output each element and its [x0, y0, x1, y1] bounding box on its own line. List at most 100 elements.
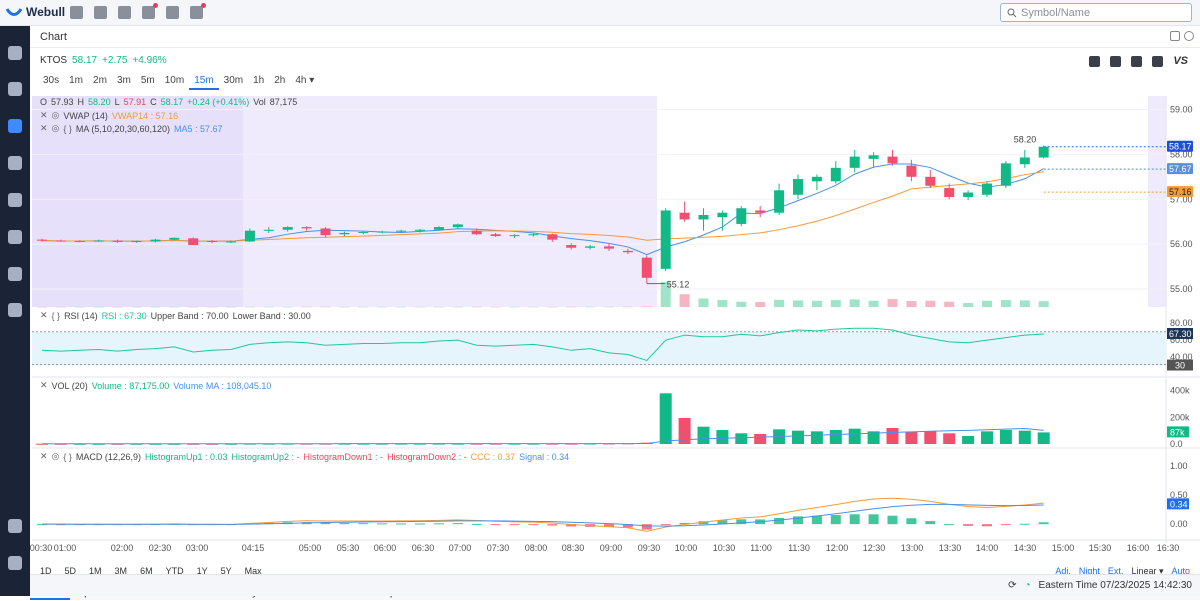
compare-vs-button[interactable]: VS	[1173, 55, 1188, 67]
tab-timeframe-7[interactable]: 30m	[223, 75, 244, 86]
volume-bar	[1018, 430, 1031, 444]
chart-panel: Chart KTOS 58.17 +2.75 +4.96% VS 30s 1m 2m…	[30, 26, 1200, 600]
auto-toggle[interactable]: Auto	[1171, 566, 1190, 576]
eye-icon[interactable]: ◎	[51, 110, 60, 120]
candle	[74, 241, 85, 243]
close-icon[interactable]: ✕	[40, 380, 48, 390]
tab-timeframe-9[interactable]: 2h	[274, 75, 286, 86]
night-toggle[interactable]: Night	[1078, 566, 1100, 576]
calendar-icon[interactable]	[8, 303, 22, 317]
candle-type-icon[interactable]	[1152, 55, 1164, 67]
document-icon[interactable]	[8, 82, 22, 96]
volume-ma-line	[42, 427, 1044, 445]
tab-timeframe-8[interactable]: 1h	[253, 75, 265, 86]
trade-icon[interactable]	[8, 230, 22, 244]
volume-bar	[697, 426, 710, 444]
rsi-lower: Lower Band : 30.00	[232, 310, 311, 321]
candle	[1000, 163, 1011, 186]
range-button-7[interactable]: 5Y	[220, 566, 232, 576]
tab-timeframe-1[interactable]: 1m	[69, 75, 84, 86]
candle	[698, 214, 709, 220]
vol-tag-bg	[1167, 426, 1189, 438]
screener-icon[interactable]	[8, 193, 22, 207]
tab-timeframe-2[interactable]: 2m	[93, 75, 107, 86]
alert-icon[interactable]	[1131, 55, 1143, 67]
macd-down1: HistogramDown1 : -	[303, 451, 384, 462]
close-icon[interactable]: ✕	[40, 451, 48, 461]
time-tick: 15:00	[1051, 543, 1075, 553]
volume-overlay-bar	[358, 306, 369, 308]
time-tick: 02:00	[110, 543, 134, 553]
macd-ccc-line	[41, 497, 1044, 532]
settings-icon[interactable]	[8, 556, 22, 570]
volume-overlay-bar	[339, 306, 350, 308]
chat-icon[interactable]	[8, 519, 22, 533]
settings-icon[interactable]: { }	[63, 123, 72, 134]
refresh-icon[interactable]: ⟳	[1008, 580, 1017, 591]
close-icon[interactable]: ✕	[40, 310, 48, 320]
watchlist-icon[interactable]	[8, 46, 22, 60]
webull-logo[interactable]: Webull	[6, 5, 65, 19]
range-button-5[interactable]: YTD	[165, 566, 184, 576]
ext-toggle[interactable]: Ext.	[1107, 566, 1124, 576]
eye-icon[interactable]: ◎	[51, 451, 60, 461]
tab-timeframe-0[interactable]: 30s	[43, 75, 60, 86]
eye-icon[interactable]: ◎	[51, 123, 60, 133]
range-button-4[interactable]: 6M	[140, 566, 153, 576]
draw-icon[interactable]	[1089, 55, 1101, 67]
tab-timeframe-10[interactable]: 4h ▾	[295, 75, 315, 86]
range-button-8[interactable]: Max	[244, 566, 262, 576]
range-button-0[interactable]: 1D	[40, 566, 52, 576]
chart-area[interactable]: 59.00 58.00 57.00 56.00 55.00 58.17 57.67 57.16…	[30, 26, 1200, 543]
indicator-icon[interactable]	[1110, 55, 1122, 67]
quote-line: KTOS 58.17 +2.75 +4.96%	[40, 55, 167, 66]
time-tick: 10:00	[674, 543, 698, 553]
globe-icon[interactable]	[8, 156, 22, 170]
tab-timeframe-5[interactable]: 10m	[164, 75, 185, 86]
candle	[982, 183, 992, 195]
mail-icon[interactable]	[70, 6, 83, 19]
candle	[849, 156, 860, 168]
volume-overlay-bar	[963, 303, 974, 307]
tab-timeframe-6[interactable]: 15m	[189, 74, 219, 90]
close-icon[interactable]: ✕	[40, 110, 48, 120]
volume-overlay-bar	[188, 306, 199, 308]
vol-name: VOL (20)	[51, 380, 88, 391]
monitor-icon[interactable]	[118, 6, 131, 19]
volume-overlay-bar	[887, 299, 898, 307]
last-price: 58.17	[72, 55, 98, 66]
candle	[830, 167, 841, 182]
video-icon[interactable]	[166, 6, 179, 19]
volume-bar	[1037, 432, 1050, 444]
settings-icon[interactable]: { }	[63, 451, 72, 462]
macd-hist-bar	[925, 521, 936, 525]
search-box[interactable]: Symbol/Name	[1000, 3, 1192, 22]
macd-signal-line	[41, 503, 1044, 527]
close-icon[interactable]: ✕	[40, 123, 48, 133]
rsi-line	[41, 327, 1044, 362]
notification-icon[interactable]	[190, 3, 206, 19]
wallet-icon[interactable]	[8, 267, 22, 281]
adj-toggle[interactable]: Adj.	[1055, 566, 1071, 576]
macd-hist-bar	[339, 523, 350, 525]
time-tick: 15:30	[1088, 543, 1112, 553]
chart-icon[interactable]	[8, 119, 22, 133]
range-button-3[interactable]: 3M	[114, 566, 128, 576]
add-icon[interactable]	[1184, 31, 1194, 41]
scale-select[interactable]: Linear ▾	[1131, 566, 1164, 576]
range-button-2[interactable]: 1M	[89, 566, 102, 576]
volume-overlay-bar	[849, 299, 860, 307]
rocket-icon[interactable]	[142, 3, 158, 19]
candle	[660, 210, 671, 269]
candle	[679, 212, 690, 220]
range-button-6[interactable]: 1Y	[196, 566, 208, 576]
vwap-legend: ✕ ◎ VWAP (14) VWAP14 : 57.16	[40, 110, 178, 121]
candle	[37, 239, 47, 241]
tab-timeframe-4[interactable]: 5m	[140, 75, 155, 86]
minimize-icon[interactable]	[1170, 31, 1180, 41]
dashboard-icon[interactable]	[94, 6, 107, 19]
tab-timeframe-3[interactable]: 3m	[116, 75, 131, 86]
settings-icon[interactable]: { }	[51, 310, 61, 321]
range-button-1[interactable]: 5D	[64, 566, 77, 576]
macd-hist-bar	[604, 524, 614, 528]
